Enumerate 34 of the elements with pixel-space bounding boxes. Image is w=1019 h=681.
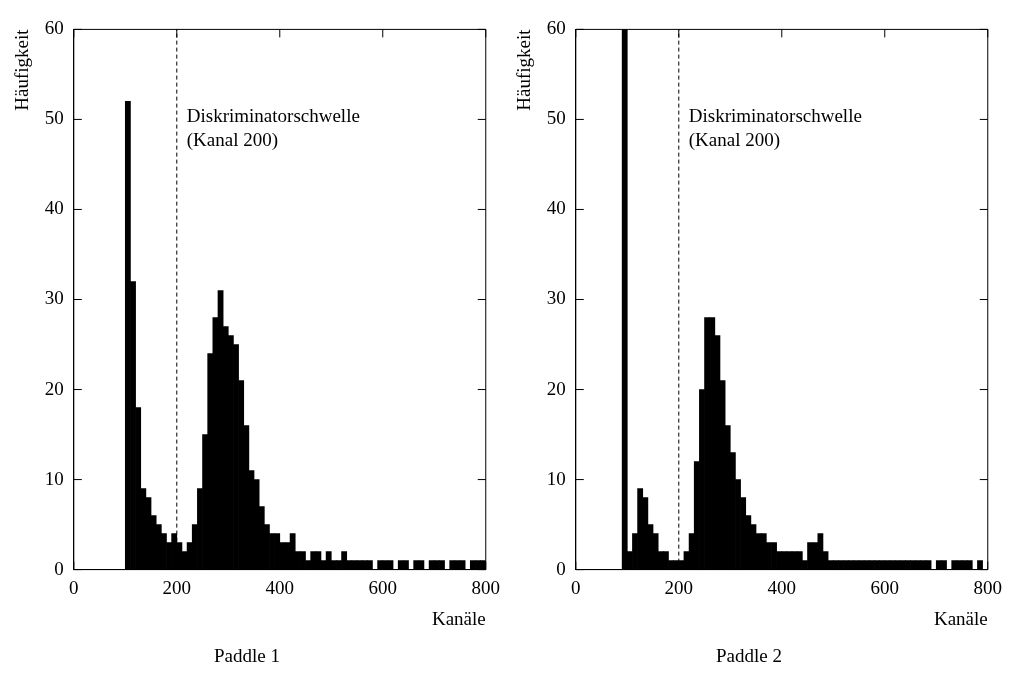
y-tick-label: 50 (44, 107, 64, 129)
y-tick-label: 30 (44, 287, 64, 309)
x-tick-label: 400 (767, 576, 797, 598)
y-tick-label: 40 (44, 197, 64, 219)
y-tick-label: 0 (556, 557, 566, 579)
text: Paddle 2 (716, 644, 782, 666)
annotation: (Kanal 200) (688, 129, 781, 152)
x-tick-label: 600 (368, 576, 398, 598)
x-axis-title: Kanäle (431, 607, 486, 629)
text: Paddle 1 (214, 644, 280, 666)
x-tick-label: 800 (973, 576, 1002, 598)
x-tick-label: 200 (664, 576, 694, 598)
y-tick-label: 40 (546, 197, 566, 219)
x-tick-label: 200 (162, 576, 192, 598)
x-tick-label: 600 (870, 576, 900, 598)
y-axis-title: Häufigkeit (513, 28, 535, 111)
y-tick-label: 0 (54, 557, 64, 579)
y-tick-label: 50 (546, 107, 566, 129)
x-axis-title: Kanäle (933, 607, 988, 629)
annotation: Diskriminatorschwelle (688, 105, 862, 127)
x-tick-label: 400 (265, 576, 295, 598)
y-tick-label: 10 (44, 467, 64, 489)
x-tick-label: 0 (69, 576, 79, 598)
annotation: (Kanal 200) (186, 129, 279, 152)
y-tick-label: 60 (546, 17, 566, 39)
x-tick-label: 800 (471, 576, 500, 598)
y-tick-label: 60 (44, 17, 64, 39)
y-tick-label: 30 (546, 287, 566, 309)
x-tick-label: 0 (571, 576, 581, 598)
y-tick-label: 10 (546, 467, 566, 489)
y-axis-title: Häufigkeit (11, 28, 33, 111)
annotation: Diskriminatorschwelle (186, 105, 360, 127)
y-tick-label: 20 (546, 377, 566, 399)
y-tick-label: 20 (44, 377, 64, 399)
